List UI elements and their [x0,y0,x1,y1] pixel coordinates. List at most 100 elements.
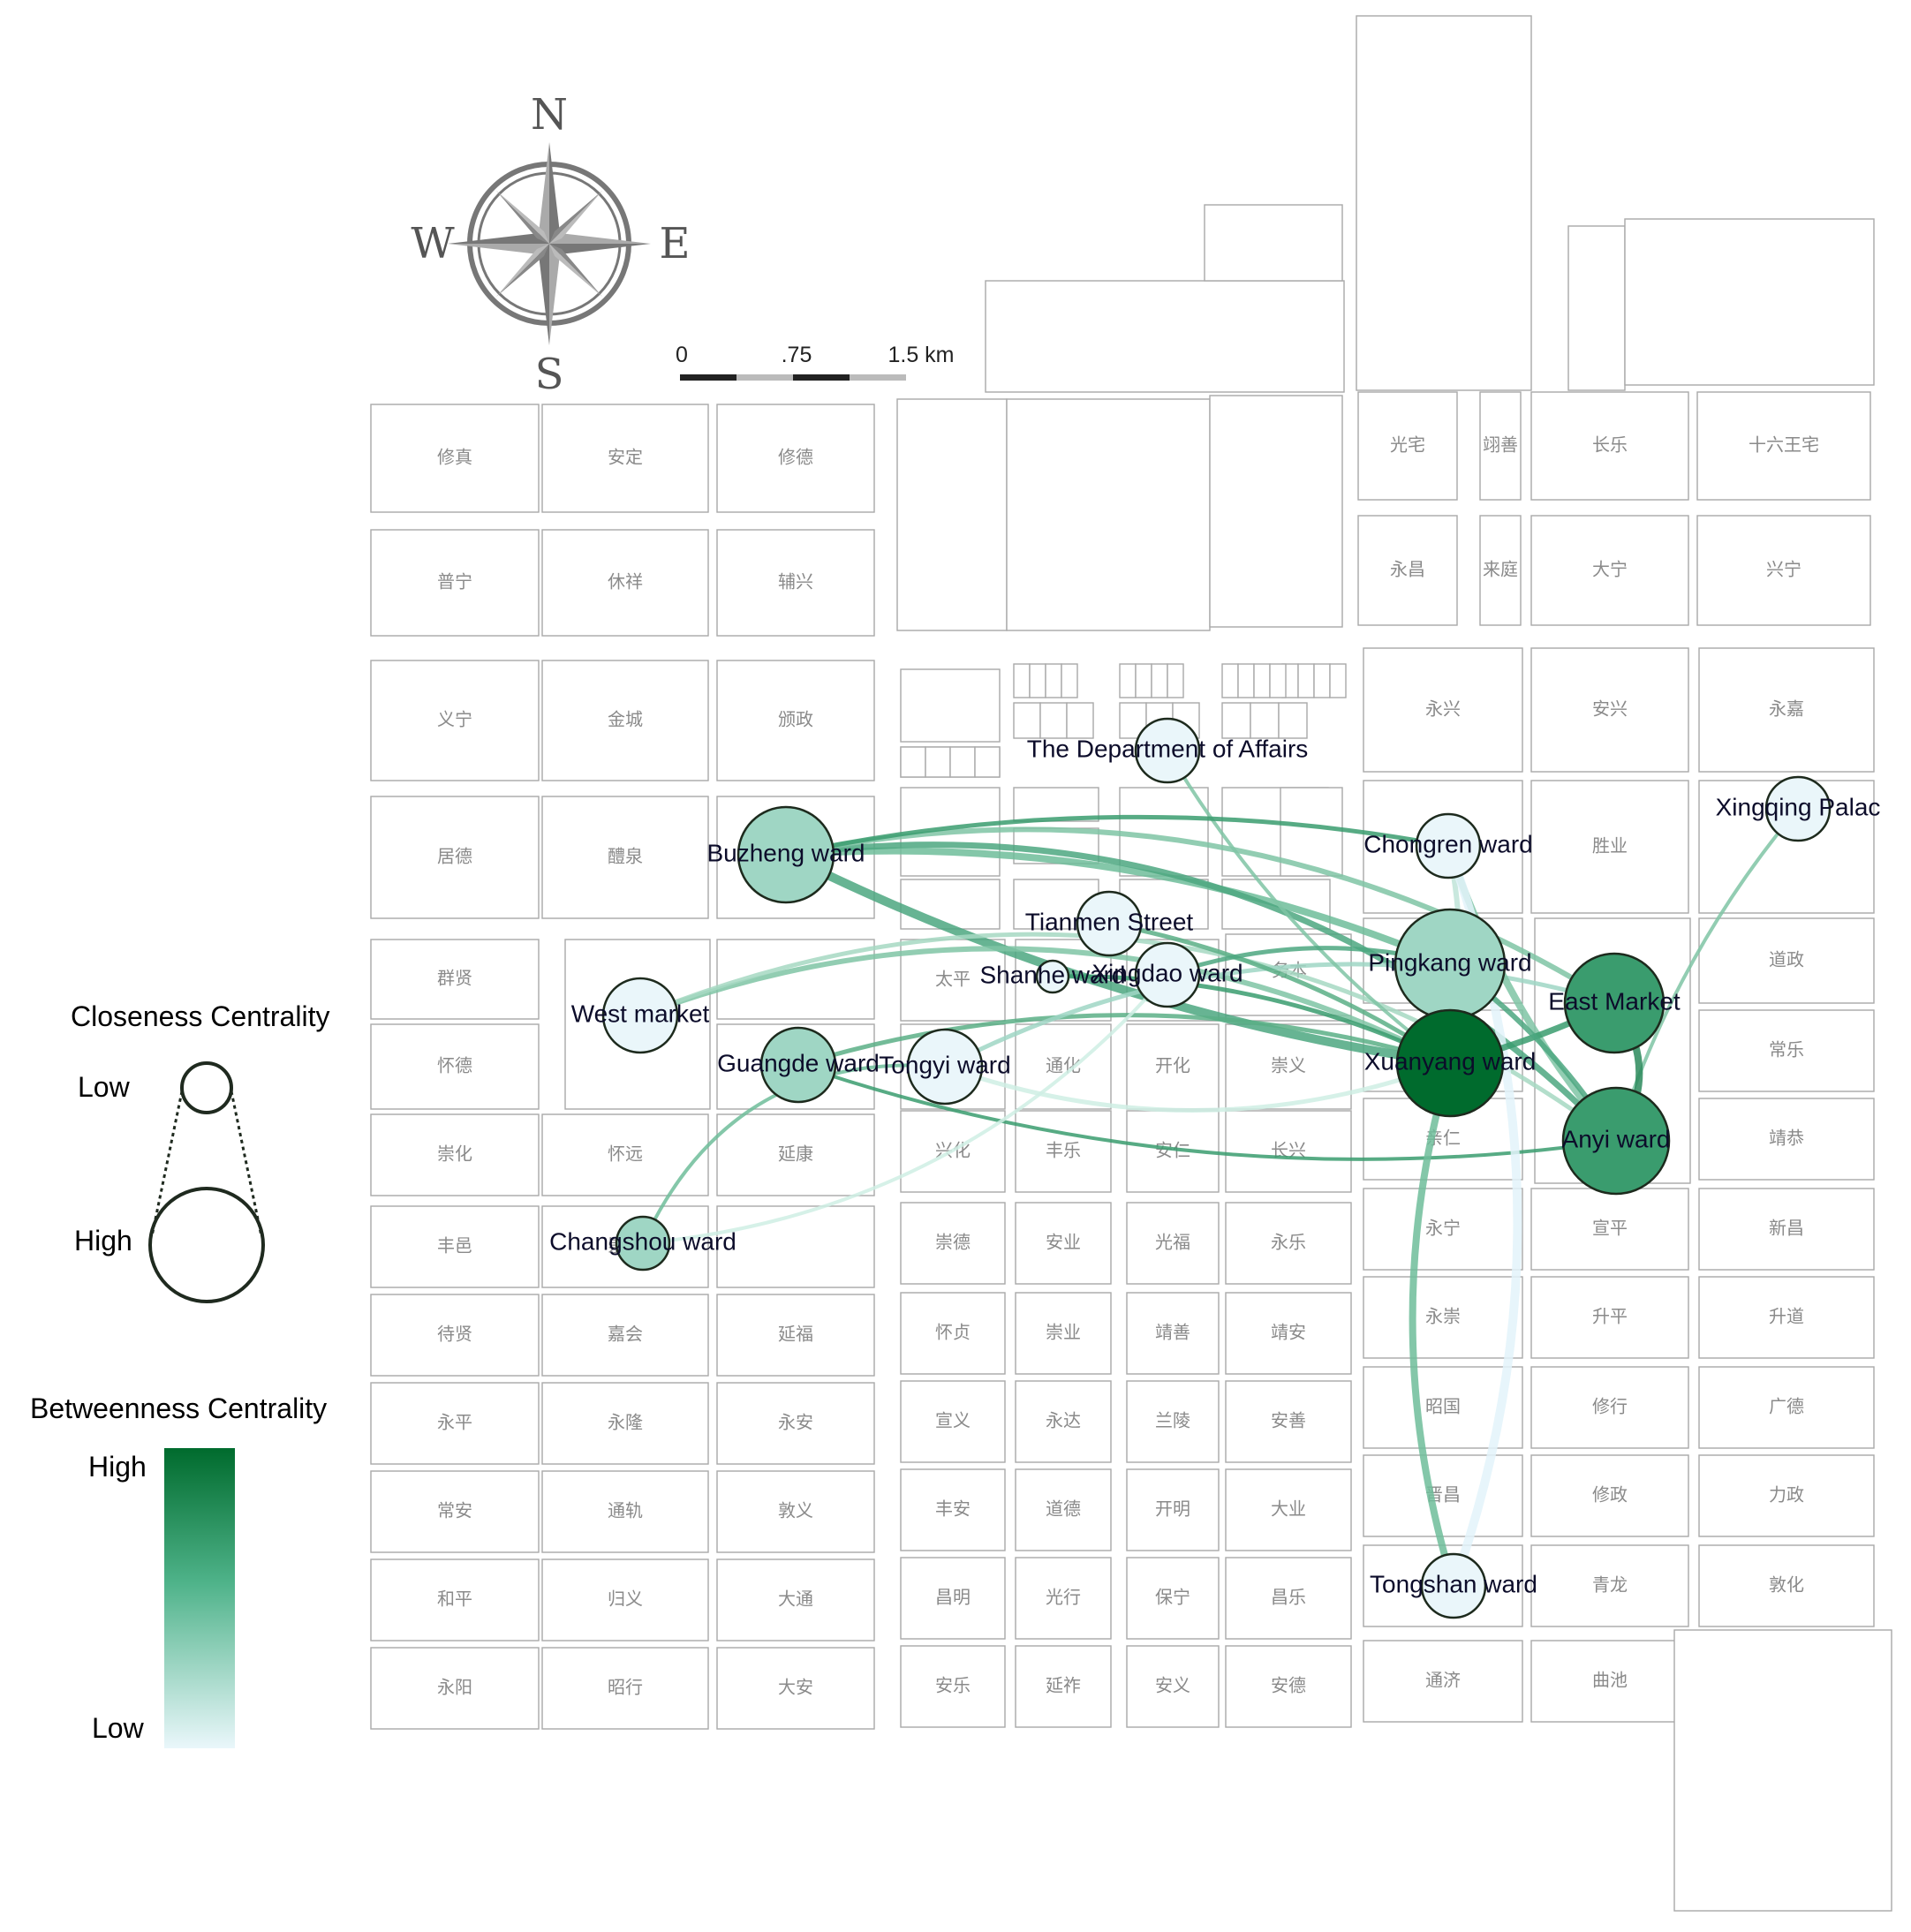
network-node [1035,959,1070,994]
ward-name: 金城 [608,709,643,730]
city-block [1269,663,1287,698]
city-block [1225,1380,1352,1463]
ward-name: 昭国 [1425,1396,1461,1417]
city-block [541,1470,709,1553]
ward-name: 青龙 [1592,1574,1628,1596]
ward-name: 光行 [1046,1587,1081,1608]
ward-name: 来庭 [1483,559,1518,580]
ward-name: 崇义 [1271,1055,1306,1076]
node-label: Tianmen Street [1025,908,1194,935]
city-block [1225,1110,1352,1193]
city-block [1530,515,1689,626]
city-block [1696,515,1871,626]
city-block [1363,647,1523,773]
city-block [1039,702,1068,739]
city-block [370,1113,540,1196]
closeness-legend: Closeness Centrality Low High [71,1000,329,1303]
city-block [716,1205,875,1288]
scale-label-end: 1.5 km [888,343,954,367]
city-block [541,1382,709,1465]
city-block [1297,663,1315,698]
ward-name: 升道 [1769,1306,1804,1327]
city-block [1061,663,1078,698]
ward-name: 大业 [1271,1498,1306,1520]
ward-name: 居德 [437,846,472,867]
city-block [1698,1009,1875,1092]
city-block [1015,1110,1112,1193]
ward-name: 群贤 [437,968,472,989]
city-block [1530,1544,1689,1627]
ward-name: 永隆 [608,1412,643,1433]
network-node [1076,890,1143,957]
city-block [1006,398,1211,631]
ward-name: 修行 [1592,1396,1628,1417]
city-block [716,1294,875,1377]
scale-label-0: 0 [676,343,688,367]
ward-name: 永昌 [1390,559,1425,580]
city-block [716,1470,875,1553]
city-block [370,796,540,919]
ward-name: 道政 [1769,949,1804,970]
ward-name: 永崇 [1425,1306,1461,1327]
city-block [1126,1292,1220,1375]
city-block [1209,395,1343,628]
city-block [370,1294,540,1377]
city-block [1015,1468,1112,1551]
ward-name: 胜业 [1592,835,1628,857]
city-block [1237,663,1255,698]
city-block [1698,1454,1875,1537]
node-label: Pingkang ward [1368,948,1531,976]
city-block [1066,702,1094,739]
ward-name: 常安 [437,1500,472,1521]
city-block [716,1113,875,1196]
ward-name: 大安 [778,1677,813,1698]
network-edge [942,962,1617,1069]
city-block [985,280,1345,393]
city-block [370,404,540,513]
network-edges [638,749,1800,1590]
network-edge [783,814,1451,857]
network-node [1420,1552,1487,1619]
node-label: Tongshan ward [1370,1570,1537,1597]
city-block [1250,702,1280,739]
city-block [1015,1202,1112,1285]
city-block [1204,204,1343,282]
ward-name: 光宅 [1390,434,1425,456]
network-node [1415,812,1482,879]
scale-bar: 0 .75 1.5 km [676,343,955,381]
network-nodes [601,717,1832,1619]
city-block [1126,1645,1220,1728]
ward-name: 延祚 [1046,1675,1081,1696]
network-node [906,1028,984,1106]
network-node [1561,1086,1671,1196]
betweenness-low-label: Low [92,1712,145,1744]
ward-name: 永平 [437,1412,472,1433]
ward-name: 敦化 [1769,1574,1804,1596]
city-block [1225,1557,1352,1640]
city-block [1015,1023,1112,1110]
ward-name: 十六王宅 [1749,434,1819,456]
city-block [1530,780,1689,914]
city-block [716,1558,875,1641]
ward-name: 安兴 [1592,698,1628,720]
city-block [716,660,875,781]
ward-name: 翊善 [1483,434,1518,456]
compass-west: W [411,219,455,268]
ward-name: 永兴 [1425,698,1461,720]
city-block [1126,1468,1220,1551]
city-block [716,529,875,637]
city-block [1698,1544,1875,1627]
ward-name: 大通 [778,1589,813,1610]
city-block [1673,1629,1892,1912]
city-block [1126,1557,1220,1640]
city-block [1313,663,1331,698]
city-block [1329,663,1347,698]
node-label: Guangde ward [717,1049,880,1076]
city-block [1221,663,1239,698]
city-block [1698,1098,1875,1181]
city-block [1530,1454,1689,1537]
compass-rose-icon: N S E W [411,90,690,399]
city-block [1013,787,1099,822]
ward-name: 敦义 [778,1500,813,1521]
